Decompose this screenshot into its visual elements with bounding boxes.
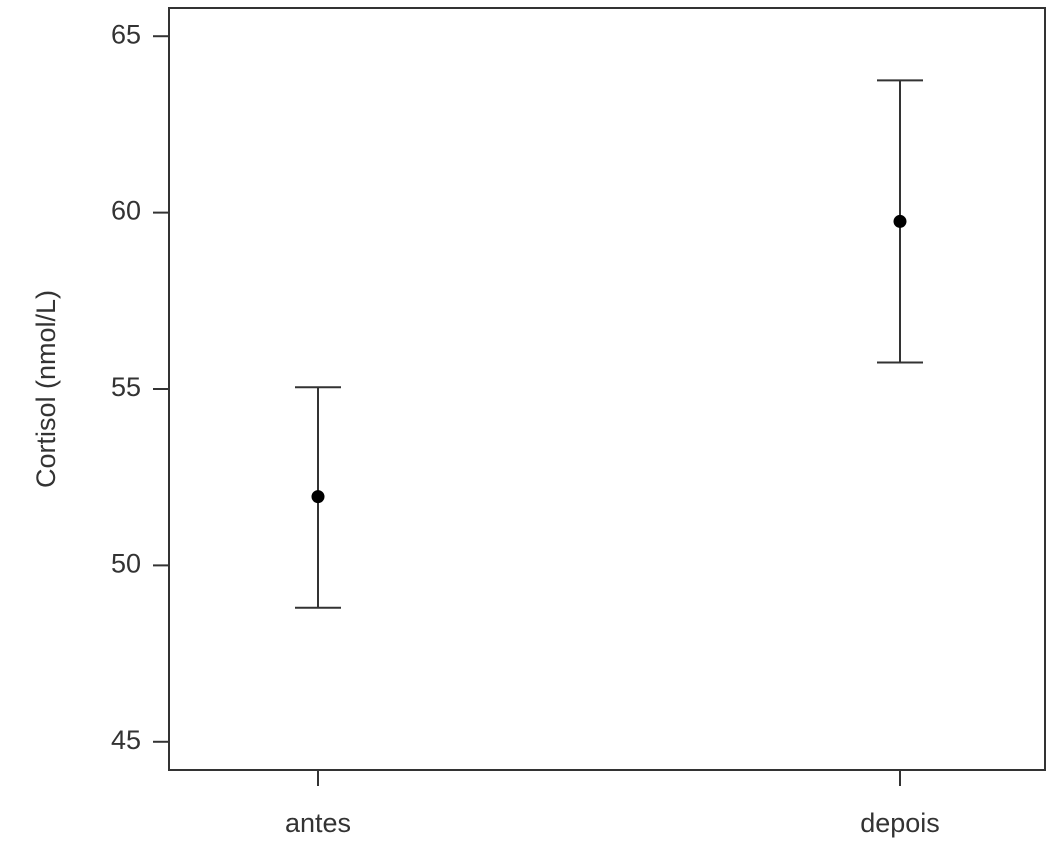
y-tick-label: 55	[111, 372, 141, 402]
y-axis: 45 50 55 60 65	[111, 19, 169, 755]
plot-frame	[168, 7, 1046, 771]
mean-points	[311, 214, 907, 504]
y-tick-label: 45	[111, 725, 141, 755]
y-tick-label: 50	[111, 549, 141, 579]
y-axis-label: Cortisol (nmol/L)	[31, 290, 61, 488]
x-axis: antes depois	[285, 770, 940, 838]
error-bars	[295, 79, 923, 609]
y-tick-label: 60	[111, 196, 141, 226]
x-tick-label-depois: depois	[860, 808, 940, 838]
mean-point-antes	[311, 490, 325, 504]
mean-point-depois	[893, 214, 907, 228]
x-tick-label-antes: antes	[285, 808, 351, 838]
y-tick-label: 65	[111, 19, 141, 49]
